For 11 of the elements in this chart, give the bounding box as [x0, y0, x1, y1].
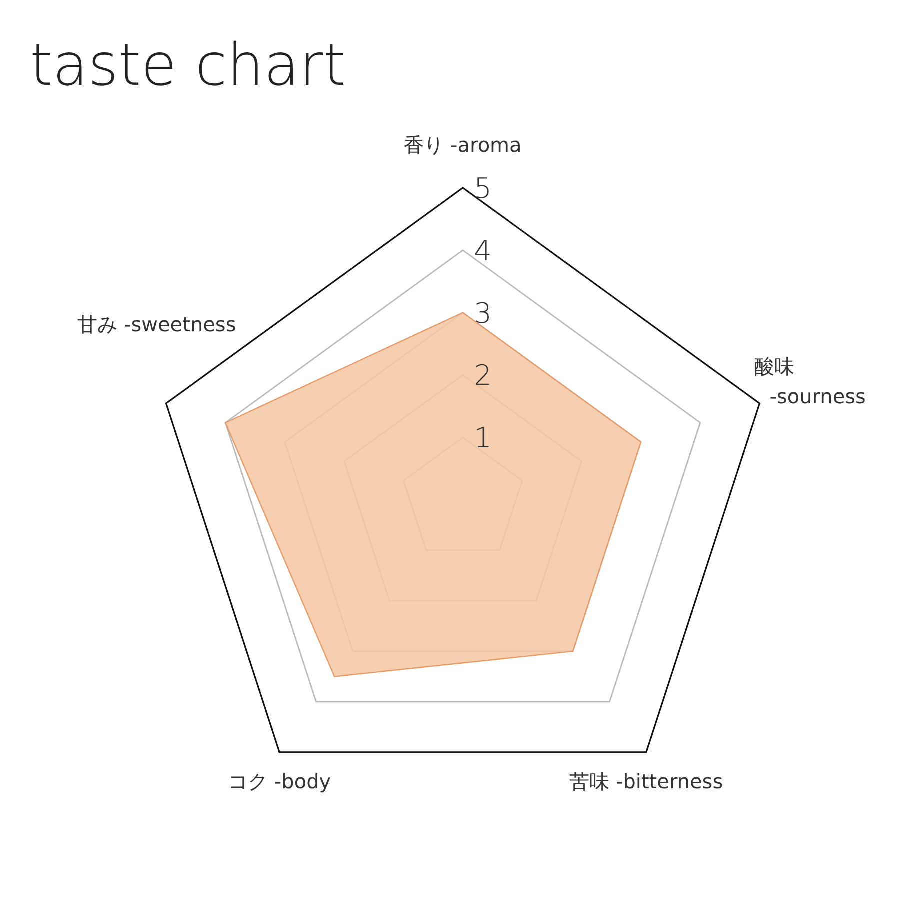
y-tick-label: 3 [474, 296, 492, 330]
spoke-label: 甘み -sweetness [78, 312, 236, 337]
spoke-label: 香り -aroma [404, 133, 522, 157]
y-tick-label: 5 [474, 172, 492, 205]
spoke-label: コク -body [228, 769, 332, 794]
y-tick-label: 4 [474, 234, 492, 268]
spoke-label: 苦味 -bitterness [570, 769, 724, 794]
chart-title: taste chart [30, 31, 346, 99]
spoke-label: 酸味 -sourness [754, 354, 866, 409]
y-tick-label: 1 [474, 422, 492, 455]
y-tick-label: 2 [474, 359, 492, 392]
